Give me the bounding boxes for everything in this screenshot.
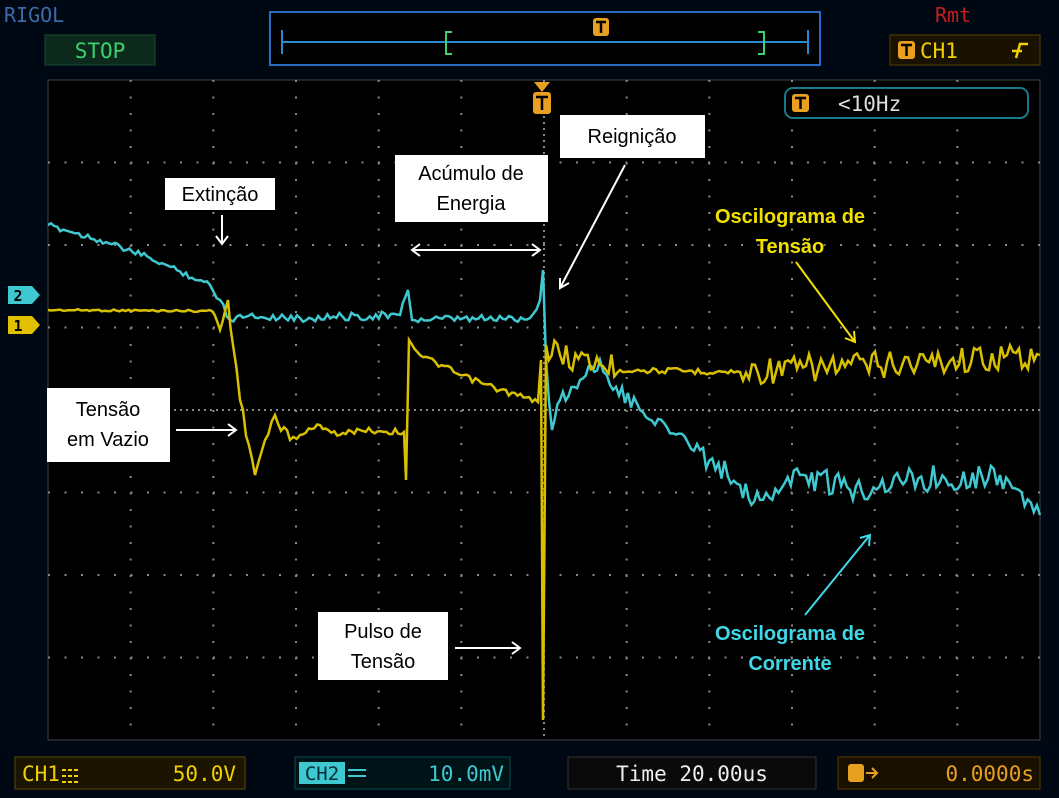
annotation: Tensão xyxy=(351,651,416,673)
annotation: Tensão xyxy=(76,399,141,421)
brand: RIGOL xyxy=(4,3,64,27)
annotation: Corrente xyxy=(748,653,831,675)
status: STOP xyxy=(75,39,126,63)
memory-bar xyxy=(270,12,820,65)
annotation: Pulso de xyxy=(344,621,422,643)
ch2-marker-label: 2 xyxy=(13,287,22,305)
remote: Rmt xyxy=(935,3,971,27)
annotation: Extinção xyxy=(182,184,259,206)
ch2-scale: 10.0mV xyxy=(428,762,504,786)
trigger-icon xyxy=(848,764,864,782)
ch1-label: CH1 xyxy=(22,762,60,786)
annotation: Reignição xyxy=(588,126,677,148)
trigger-offset: 0.0000s xyxy=(945,762,1034,786)
annotation: Tensão xyxy=(756,236,825,258)
annotation: Energia xyxy=(437,193,507,215)
annotation: Acúmulo de xyxy=(418,163,524,185)
ch1-marker-label: 1 xyxy=(13,317,22,335)
annotation: Oscilograma de xyxy=(715,623,865,645)
frequency-box xyxy=(785,88,1028,118)
ch1-scale: 50.0V xyxy=(173,762,237,786)
annotation: Oscilograma de xyxy=(715,206,865,228)
ch2-label: CH2 xyxy=(305,763,339,785)
trigger-source: CH1 xyxy=(920,39,958,63)
trigger-frequency: <10Hz xyxy=(838,92,901,116)
oscilloscope-screen: RIGOL STOP Rmt CH1 <10Hz 2 1 Extinção Ac… xyxy=(0,0,1059,798)
time-base: Time 20.00us xyxy=(616,762,768,786)
annotation: em Vazio xyxy=(67,429,149,451)
